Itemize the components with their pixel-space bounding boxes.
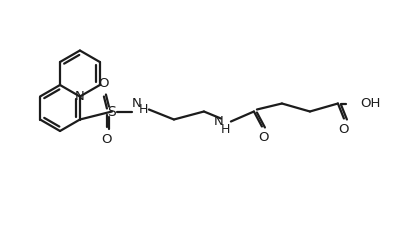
- Text: O: O: [99, 77, 109, 90]
- Text: O: O: [339, 123, 349, 136]
- Text: H: H: [221, 123, 231, 136]
- Text: N: N: [214, 115, 224, 128]
- Text: N: N: [75, 90, 85, 103]
- Text: O: O: [259, 131, 269, 144]
- Text: N: N: [132, 97, 142, 110]
- Text: H: H: [139, 103, 149, 116]
- Text: S: S: [107, 105, 116, 118]
- Text: OH: OH: [360, 97, 380, 110]
- Text: O: O: [102, 133, 112, 146]
